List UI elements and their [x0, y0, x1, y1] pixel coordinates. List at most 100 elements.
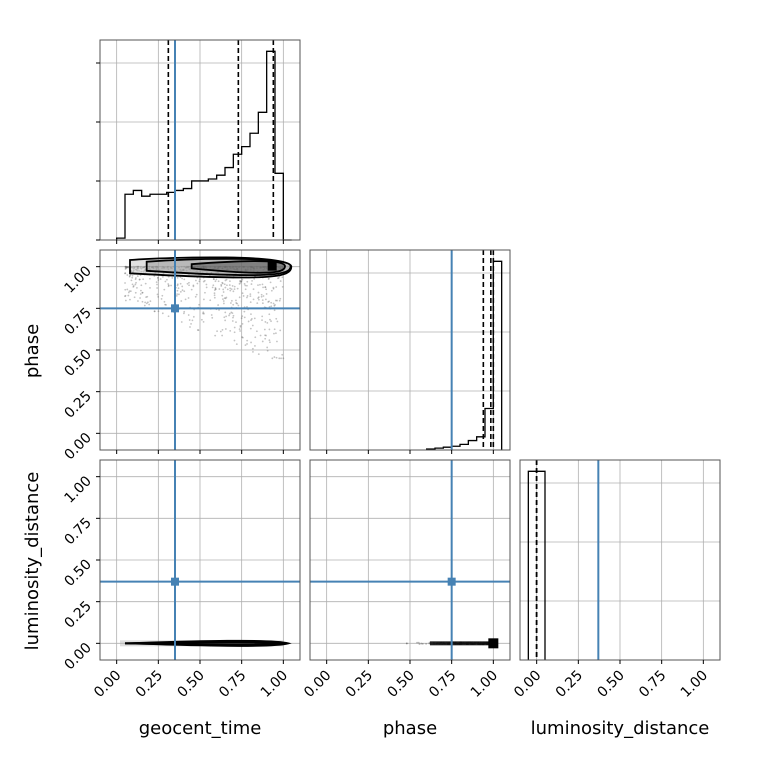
histogram-phase [426, 260, 503, 450]
scatter-point [260, 295, 263, 298]
scatter-point [180, 269, 182, 272]
scatter-point [279, 267, 282, 270]
scatter-point [274, 303, 276, 306]
scatter-point [261, 315, 264, 318]
scatter-point [199, 278, 201, 281]
scatter-point [252, 298, 255, 301]
scatter-point [188, 281, 190, 284]
scatter-point [211, 316, 214, 319]
scatter-point [146, 295, 149, 298]
scatter-point [246, 305, 248, 308]
scatter-point [187, 266, 190, 269]
scatter-point [244, 268, 247, 271]
scatter-point [201, 271, 204, 274]
scatter-point [214, 280, 217, 283]
scatter-point [140, 265, 142, 268]
scatter-point [181, 285, 184, 288]
scatter-point [204, 266, 207, 268]
scatter-point [213, 289, 216, 292]
scatter-point [259, 283, 261, 286]
scatter-point [252, 266, 255, 269]
scatter-point [125, 265, 127, 268]
scatter-point [176, 276, 179, 279]
scatter-point [216, 267, 219, 270]
scatter-point [276, 340, 278, 343]
scatter-point [127, 291, 130, 294]
scatter-point [226, 288, 229, 291]
scatter-point [156, 265, 159, 268]
scatter-point [124, 268, 127, 270]
scatter-point [251, 347, 254, 350]
scatter-point [183, 290, 186, 293]
scatter-point [254, 345, 256, 347]
scatter-point [268, 313, 271, 316]
scatter-point [175, 294, 178, 297]
label-layer: 0.00 0.25 0.50 0.75 1.00 0.00 0.25 0.50 0.75 1.00… [61, 263, 711, 701]
scatter-point [139, 293, 142, 295]
scatter-point [189, 326, 191, 328]
scatter-point [268, 300, 270, 303]
scatter-point [235, 268, 237, 271]
scatter-point [124, 272, 127, 275]
scatter-point [230, 288, 233, 291]
scatter-point [232, 265, 234, 268]
scatter-point [268, 328, 271, 331]
scatter-point [125, 266, 128, 269]
density-contour [145, 257, 292, 277]
scatter-point [133, 267, 136, 269]
scatter-point [214, 288, 217, 290]
scatter-point [239, 325, 242, 328]
scatter-point [155, 265, 157, 268]
scatter-point [194, 266, 197, 269]
scatter-point [195, 293, 198, 296]
scatter-point [238, 266, 240, 269]
scatter-point [185, 269, 188, 272]
x-tick-label: 0.00 [91, 668, 124, 701]
scatter-point [134, 265, 137, 268]
scatter-point [178, 293, 180, 296]
scatter-point [252, 350, 254, 353]
y-tick-label: 0.00 [61, 430, 94, 463]
scatter-point [132, 267, 135, 270]
scatter-point [214, 266, 217, 269]
x-tick-label: 1.00 [468, 668, 501, 701]
y-tick-label: 0.00 [61, 640, 94, 673]
scatter-point [148, 277, 151, 280]
scatter-point [135, 268, 138, 271]
scatter-point [230, 299, 233, 302]
scatter-point [204, 291, 206, 294]
grid-layer [100, 40, 720, 660]
scatter-point [241, 265, 244, 268]
scatter-point [136, 275, 139, 277]
scatter-point [186, 282, 189, 285]
scatter-point [268, 305, 271, 308]
scatter-point [229, 287, 232, 290]
scatter-point [171, 277, 174, 279]
truth-marker [171, 304, 179, 313]
scatter-point [154, 266, 157, 268]
scatter-point [143, 265, 146, 268]
scatter-point [249, 265, 252, 268]
scatter-point [225, 296, 228, 299]
scatter-point [252, 267, 255, 270]
scatter-point [253, 317, 256, 320]
scatter-point [247, 320, 250, 323]
y-tick-label: 1.00 [61, 473, 94, 506]
scatter-point [221, 294, 224, 297]
scatter-point [166, 278, 168, 281]
scatter-point [266, 346, 269, 349]
scatter-point [261, 319, 263, 322]
scatter-point [192, 285, 195, 288]
scatter-point [131, 276, 134, 279]
scatter-point [148, 265, 151, 268]
scatter-point [267, 278, 270, 280]
scatter-point [219, 265, 222, 268]
scatter-point [277, 266, 280, 269]
scatter-point [276, 320, 279, 323]
scatter-point [255, 330, 258, 333]
scatter-point [186, 266, 189, 269]
scatter-point [222, 298, 224, 301]
scatter-point [263, 265, 266, 268]
scatter-point [157, 279, 160, 281]
